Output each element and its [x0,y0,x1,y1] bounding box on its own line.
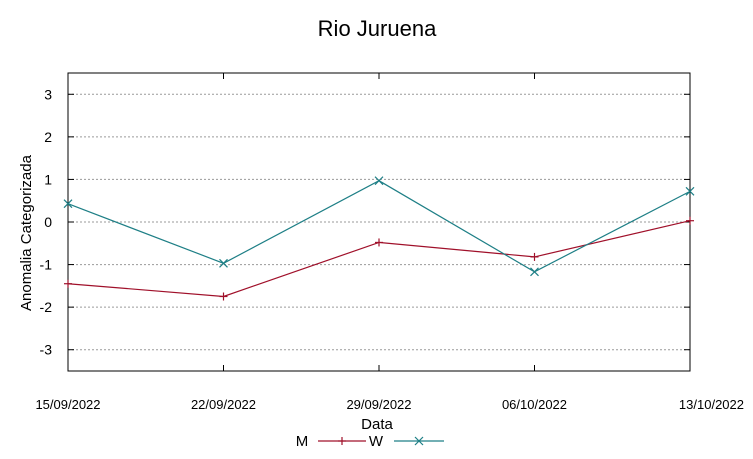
y-tick-label: 2 [44,129,52,145]
legend-label: M [296,433,309,450]
marker-w [374,176,384,186]
grid [68,93,690,351]
y-axis-ticks: 3 2 1 0 -1 -2 -3 [40,86,690,358]
legend-label: W [369,433,384,450]
legend-item-w: W [369,433,444,450]
marker-w [63,199,73,209]
x-tick-label: 29/09/2022 [346,397,411,412]
series-line-w [67,180,691,273]
y-tick-label: 0 [44,214,52,230]
y-tick-label: 3 [44,86,52,102]
x-tick-label: 22/09/2022 [191,397,256,412]
y-tick-label: -1 [40,257,53,273]
data-point [530,252,539,261]
x-tick-label: 13/10/2022 [679,397,744,412]
series-line-m [67,220,691,298]
y-axis-label: Anomalia Categorizada [18,154,35,311]
data-point [63,199,73,209]
x-axis-label: Data [361,416,393,433]
x-tick-label: 06/10/2022 [502,397,567,412]
data-point [686,216,694,225]
data-point [219,292,228,301]
data-point [374,176,384,186]
series-layer [63,176,695,301]
series-m [64,216,694,301]
x-tick-label: 15/09/2022 [35,397,100,412]
series-w [63,176,695,277]
marker-w [685,186,695,196]
y-tick-label: -3 [40,342,53,358]
marker-w [219,258,228,268]
chart-title: Rio Juruena [318,16,437,41]
data-point [375,238,383,247]
data-point [219,258,228,268]
y-tick-label: -2 [40,299,53,315]
legend-item-m: M [296,433,366,450]
data-point [685,186,695,196]
y-tick-label: 1 [44,171,52,187]
marker-w [530,267,539,277]
x-axis-ticks: 15/09/2022 22/09/2022 29/09/2022 06/10/2022… [35,73,744,412]
data-point [530,267,539,277]
data-point [64,279,72,288]
marker-w [414,436,424,446]
